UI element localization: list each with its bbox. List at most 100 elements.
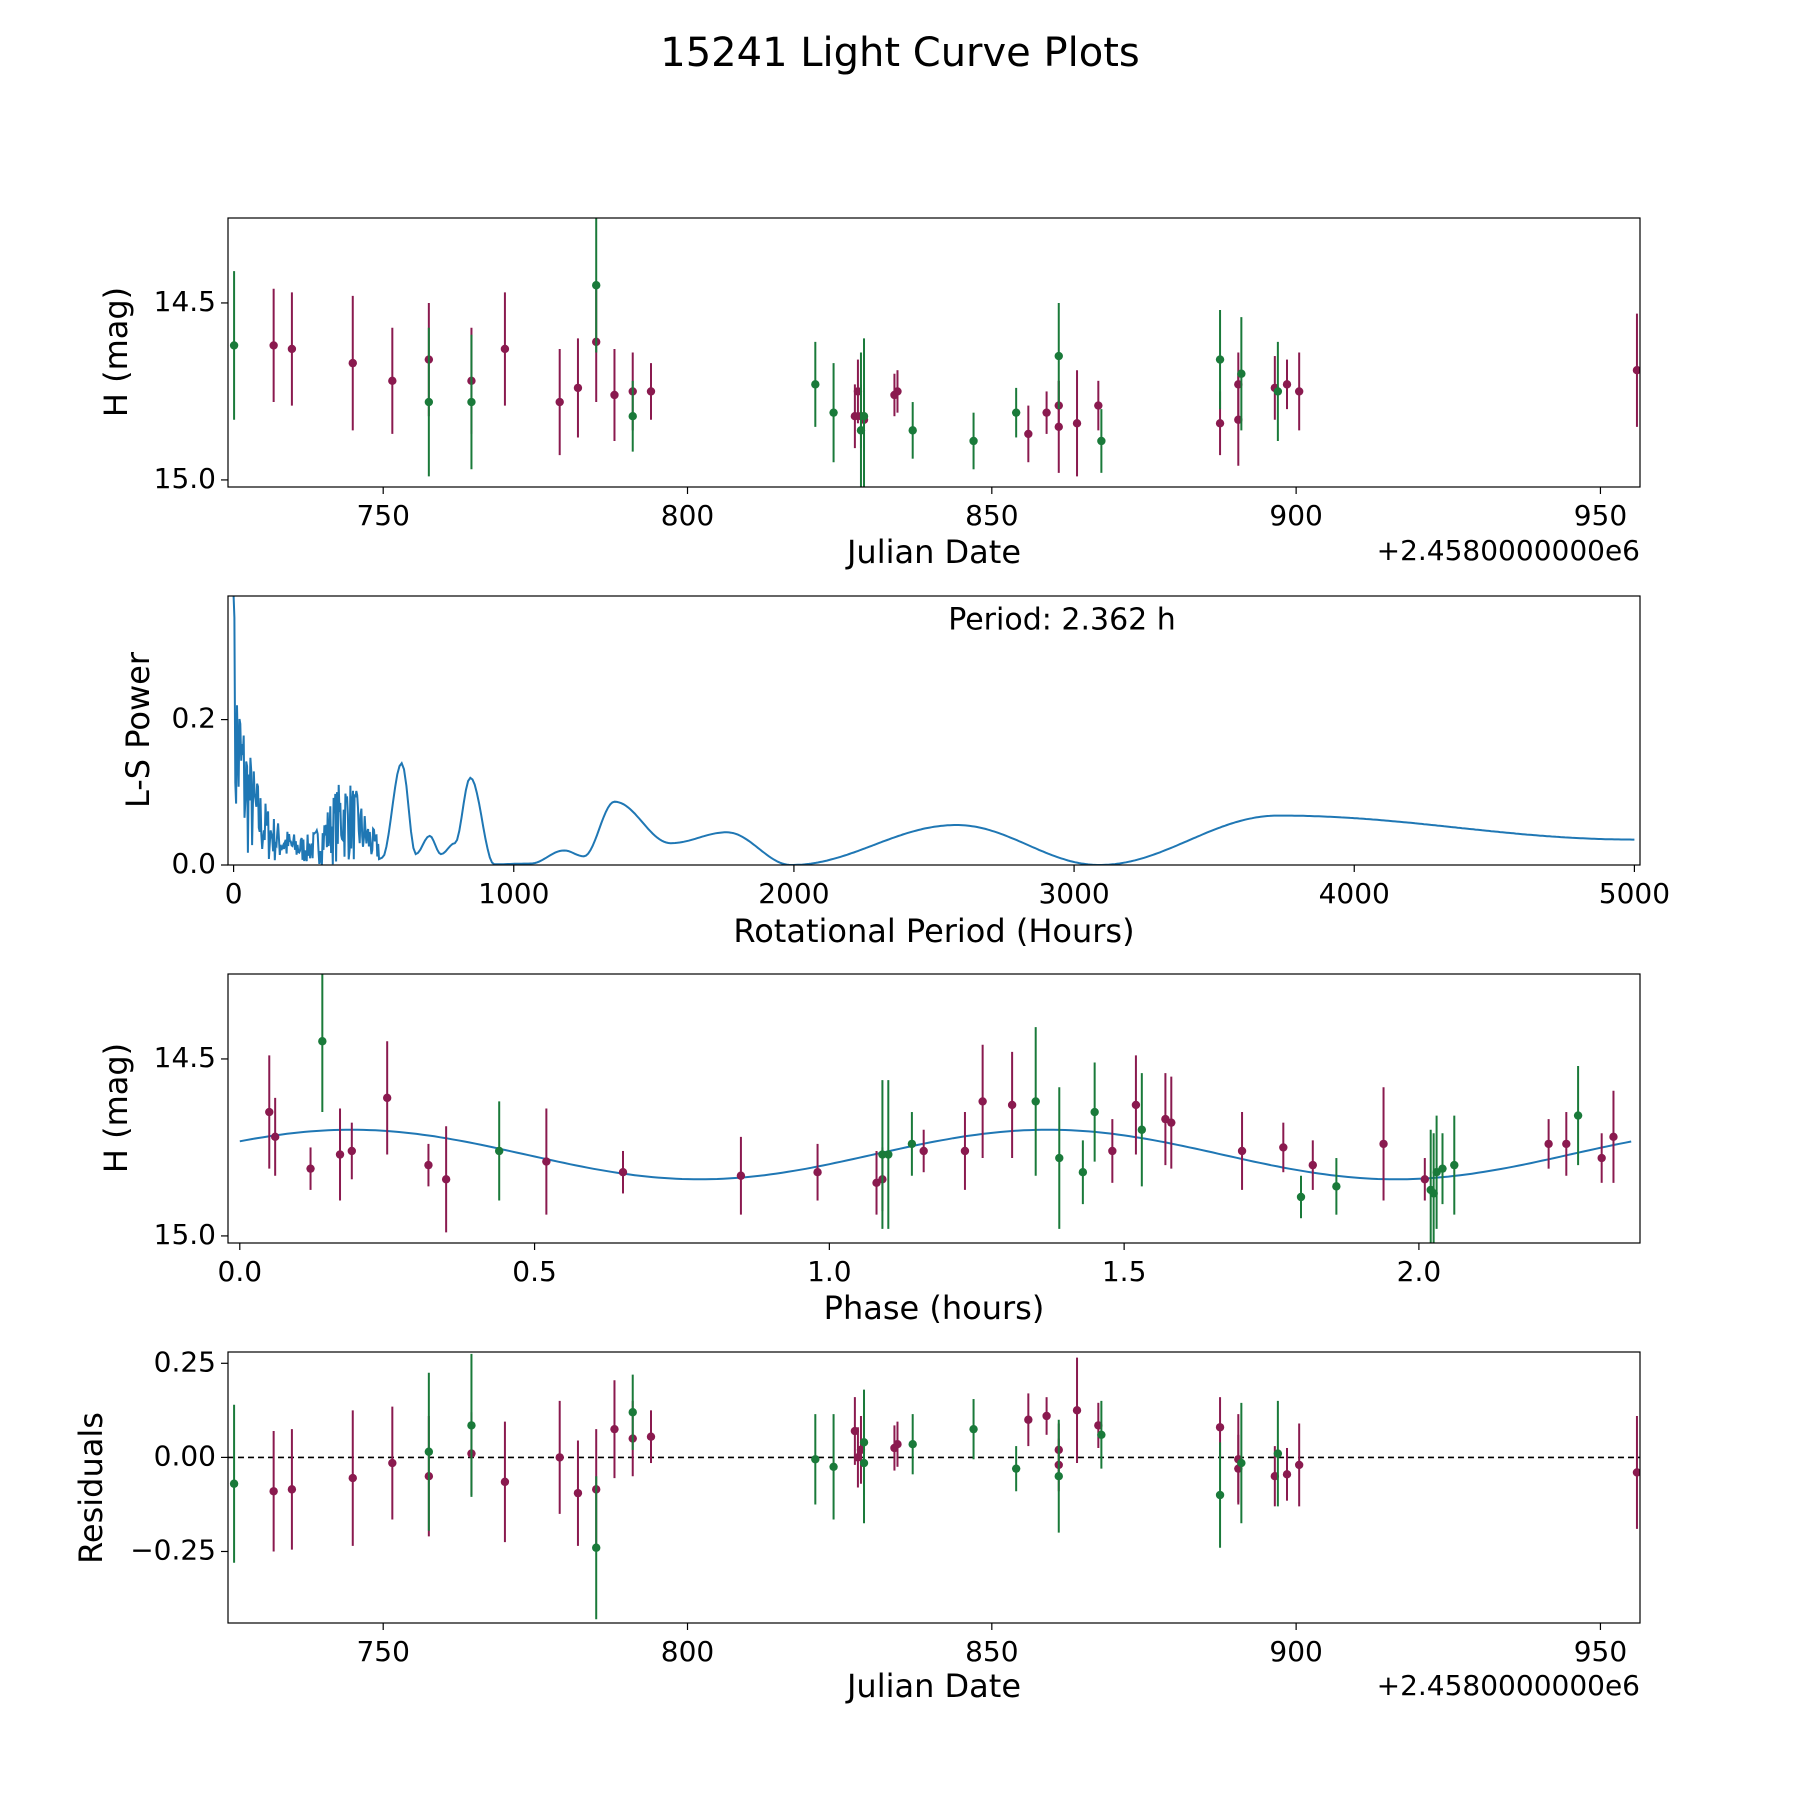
residuals-point-green <box>1011 1464 1021 1473</box>
raw-xlabel: Julian Date <box>845 533 1021 571</box>
raw-point-green <box>1215 355 1225 364</box>
residuals-ticks: 750 800 850 900 950 0.25 0.00 −0.25 <box>130 1345 1627 1668</box>
periodogram-xtick-label: 3000 <box>1038 877 1109 910</box>
phase-point-green <box>1031 1097 1040 1106</box>
panel-residuals: 750 800 850 900 950 0.25 0.00 −0.25 Julian Date… <box>72 1345 1641 1705</box>
residuals-marks <box>228 1353 1640 1620</box>
residuals-point-green <box>1273 1449 1283 1458</box>
residuals-point-red <box>1282 1470 1292 1479</box>
residuals-point-red <box>500 1477 510 1487</box>
residuals-point-red <box>1215 1423 1225 1432</box>
raw-ticks: 750 800 850 900 950 15.0 14.5 <box>154 285 1628 532</box>
raw-point-red <box>1215 419 1225 428</box>
raw-point-red <box>1094 401 1103 410</box>
residuals-point-green <box>829 1462 838 1471</box>
figure-title: 15241 Light Curve Plots <box>660 30 1139 76</box>
phase-point-red <box>335 1150 345 1159</box>
periodogram-ylabel: L-S Power <box>119 651 157 808</box>
residuals-point-red <box>1632 1468 1640 1477</box>
raw-point-green <box>908 426 917 435</box>
residuals-point-green <box>1237 1458 1246 1468</box>
phase-point-red <box>919 1146 928 1156</box>
panel-periodogram: 0 1000 2000 3000 4000 5000 0.0 0.2 Period: 2.36… <box>119 595 1670 950</box>
phase-point-green <box>878 1150 887 1159</box>
phase-point-red <box>441 1175 451 1184</box>
residuals-point-red <box>1024 1415 1033 1424</box>
raw-point-green <box>1273 387 1283 396</box>
raw-point-green <box>811 380 820 389</box>
residuals-xtick-label: 800 <box>661 1635 714 1668</box>
residuals-ytick-label: −0.25 <box>130 1533 216 1566</box>
periodogram-xtick-label: 1000 <box>478 877 549 910</box>
phase-point-red <box>1108 1146 1117 1156</box>
phase-point-red <box>978 1097 987 1106</box>
raw-point-green <box>467 397 476 407</box>
residuals-plot-frame <box>227 1351 1641 1624</box>
phase-point-red <box>424 1160 433 1170</box>
raw-point-green <box>1237 369 1246 378</box>
residuals-point-green <box>1097 1430 1106 1440</box>
raw-point-red <box>1294 387 1304 396</box>
residuals-point-green <box>859 1458 869 1468</box>
phase-xtick-label: 1.0 <box>807 1255 852 1288</box>
residuals-point-red <box>348 1473 357 1483</box>
phase-point-red <box>542 1157 551 1166</box>
phase-point-red <box>1609 1132 1618 1142</box>
phase-point-red <box>1237 1146 1247 1156</box>
residuals-point-red <box>555 1453 564 1462</box>
phase-point-red <box>1420 1175 1430 1184</box>
phase-xtick-label: 2.0 <box>1397 1255 1442 1288</box>
phase-point-red <box>1562 1139 1571 1149</box>
raw-point-green <box>829 408 838 417</box>
raw-point-red <box>555 397 564 407</box>
raw-point-red <box>287 344 297 354</box>
phase-point-red <box>1308 1160 1317 1170</box>
residuals-point-green <box>1054 1472 1063 1481</box>
phase-point-green <box>318 1037 327 1046</box>
residuals-point-red <box>573 1488 583 1498</box>
raw-point-green <box>424 397 434 407</box>
phase-point-green <box>1332 1182 1341 1191</box>
phase-marks <box>239 974 1632 1243</box>
raw-point-red <box>348 358 357 368</box>
phase-point-red <box>347 1146 357 1156</box>
residuals-point-green <box>229 1479 239 1488</box>
phase-point-green <box>1078 1168 1088 1177</box>
raw-point-red <box>1282 380 1292 389</box>
periodogram-line <box>232 596 1635 865</box>
raw-xtick-label: 750 <box>356 499 409 532</box>
raw-point-red <box>1632 365 1640 375</box>
raw-point-green <box>628 412 637 421</box>
periodogram-xlabel: Rotational Period (Hours) <box>733 912 1134 950</box>
residuals-point-green <box>467 1421 476 1430</box>
phase-xtick-label: 0.5 <box>512 1255 557 1288</box>
phase-point-red <box>1379 1139 1388 1149</box>
periodogram-xtick-label: 0 <box>225 877 243 910</box>
residuals-point-red <box>893 1440 902 1449</box>
panel-phase-folded: 0.0 0.5 1.0 1.5 2.0 15.0 14.5 Phase (hours) H … <box>97 973 1641 1327</box>
phase-point-red <box>813 1168 822 1177</box>
residuals-point-red <box>388 1458 397 1468</box>
raw-point-green <box>1054 351 1063 361</box>
phase-point-green <box>494 1146 504 1156</box>
phase-point-red <box>1007 1100 1017 1110</box>
phase-ytick-label: 14.5 <box>154 1041 216 1074</box>
residuals-point-red <box>1042 1411 1051 1421</box>
raw-point-green <box>229 341 239 350</box>
raw-point-red <box>388 376 397 386</box>
phase-xlabel: Phase (hours) <box>824 1289 1045 1327</box>
phase-point-red <box>960 1146 970 1156</box>
raw-marks <box>229 218 1640 487</box>
residuals-point-green <box>811 1455 820 1464</box>
phase-point-red <box>736 1171 746 1180</box>
residuals-point-red <box>1072 1406 1082 1415</box>
raw-point-red <box>1072 419 1082 428</box>
phase-point-green <box>884 1150 893 1159</box>
residuals-xtick-label: 750 <box>356 1635 409 1668</box>
residuals-point-green <box>969 1424 978 1434</box>
residuals-point-red <box>1294 1460 1304 1470</box>
residuals-point-red <box>610 1424 619 1434</box>
raw-point-red <box>893 387 902 396</box>
raw-plot-frame <box>227 217 1641 488</box>
